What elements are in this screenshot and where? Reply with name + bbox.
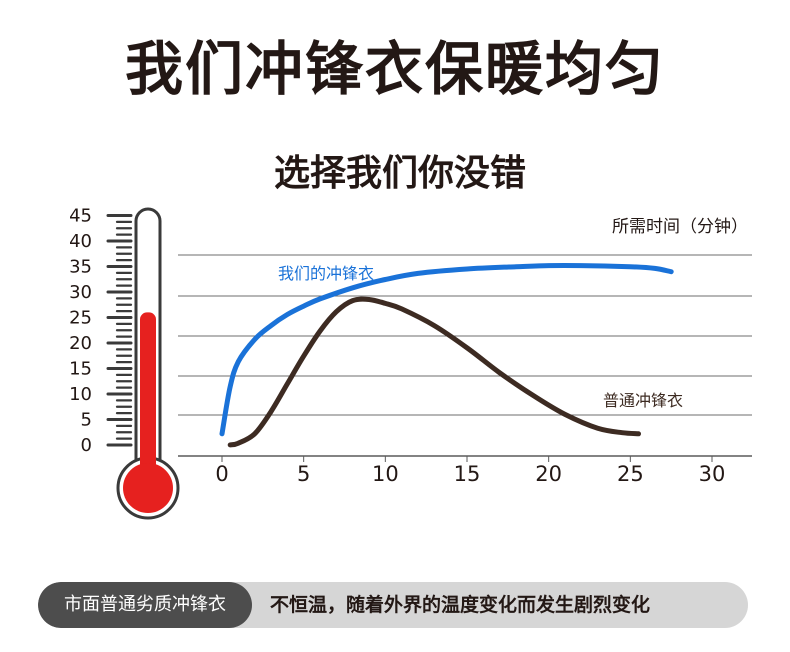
thermometer-bulb-fill <box>123 463 173 513</box>
thermometer-fill <box>140 312 156 488</box>
y-tick-label: 40 <box>69 231 92 252</box>
y-axis-ticks: 0 5 10 15 20 25 30 35 40 45 <box>69 206 92 457</box>
y-tick-label: 45 <box>69 206 92 227</box>
y-tick-label: 10 <box>69 384 92 405</box>
grid-lines <box>178 254 752 457</box>
x-tick-label: 20 <box>535 462 562 486</box>
x-tick-label: 25 <box>617 462 644 486</box>
y-tick-label: 25 <box>69 308 92 329</box>
y-tick-label: 35 <box>69 257 92 278</box>
temperature-chart: 0 5 10 15 20 25 30 35 40 45 0 5 10 15 20 25 30 所需时间（分钟）… <box>69 206 752 520</box>
footer-bar: 市面普通劣质冲锋衣 不恒温，随着外界的温度变化而发生剧烈变化 <box>38 582 748 628</box>
series-label-ours: 我们的冲锋衣 <box>278 264 374 283</box>
y-tick-label: 0 <box>81 435 92 456</box>
thermometer-icon <box>106 207 180 520</box>
series-line-ours <box>219 262 674 437</box>
footer-description: 不恒温，随着外界的温度变化而发生剧烈变化 <box>270 594 651 616</box>
x-tick-label: 15 <box>454 462 481 486</box>
series-line-ordinary <box>227 296 641 448</box>
x-tick-label: 5 <box>297 462 310 486</box>
series-label-ordinary: 普通冲锋衣 <box>603 391 683 410</box>
x-axis-label: 所需时间（分钟） <box>612 217 748 237</box>
y-tick-label: 20 <box>69 333 92 354</box>
y-tick-label: 30 <box>69 282 92 303</box>
x-tick-label: 10 <box>372 462 399 486</box>
y-tick-label: 15 <box>69 359 92 380</box>
series-lines <box>219 262 674 448</box>
page-title: 我们冲锋衣保暖均匀 <box>124 35 665 103</box>
x-tick-label: 30 <box>699 462 726 486</box>
page-subtitle: 选择我们你没错 <box>273 153 526 194</box>
footer-pill-label: 市面普通劣质冲锋衣 <box>38 582 252 628</box>
x-tick-label: 0 <box>215 462 228 486</box>
y-tick-label: 5 <box>81 410 92 431</box>
x-axis-ticks: 0 5 10 15 20 25 30 <box>215 456 725 486</box>
